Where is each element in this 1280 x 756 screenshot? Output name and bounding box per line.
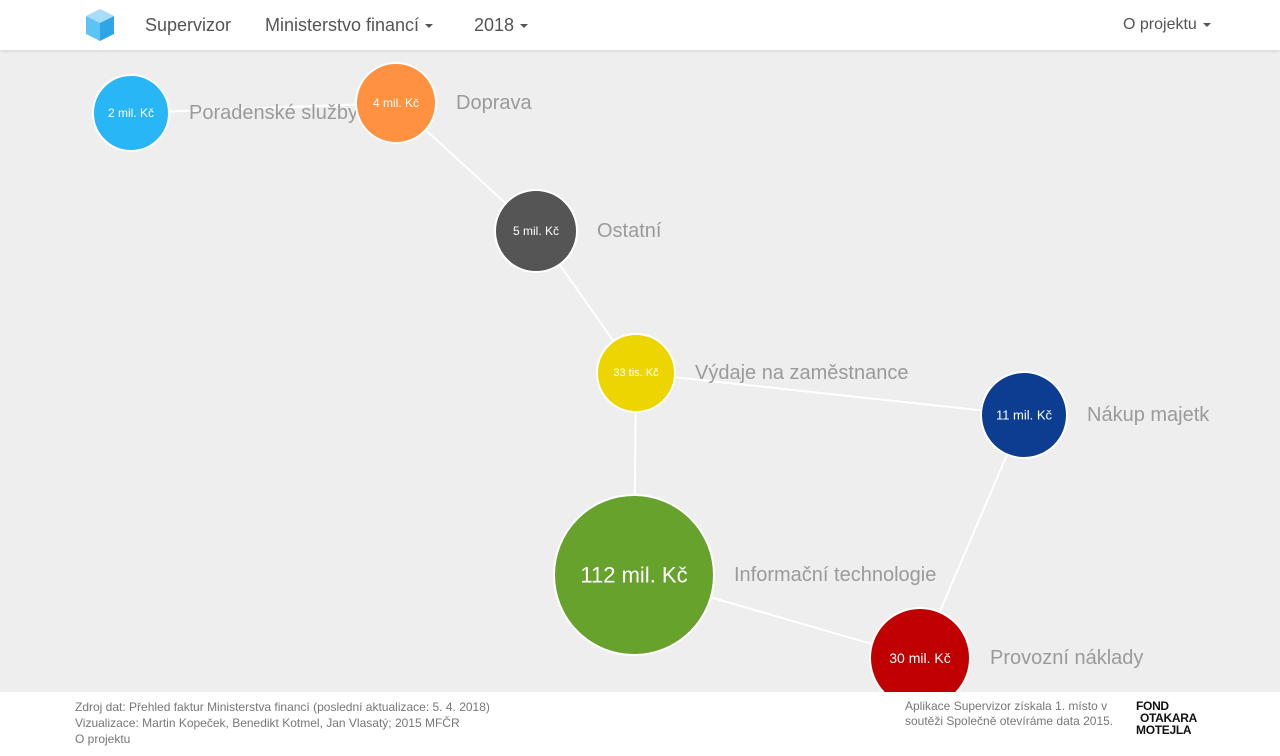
category-amount: 112 mil. Kč <box>580 563 687 588</box>
category-node-provozni[interactable]: 30 mil. Kč Provozní náklady <box>869 607 1143 692</box>
footer-about-link[interactable]: O projektu <box>75 732 131 746</box>
chevron-down-icon <box>1202 22 1211 27</box>
ministry-dropdown[interactable]: Ministerstvo financí <box>265 0 434 50</box>
category-node-nakup[interactable]: 11 mil. Kč Nákup majetk <box>980 371 1210 459</box>
footer-credits: Vizualizace: Martin Kopeček, Benedikt Ko… <box>75 716 460 730</box>
category-name[interactable]: Informační technologie <box>734 564 936 586</box>
category-node-vydaje[interactable]: 33 tis. Kč Výdaje na zaměstnance <box>596 333 908 413</box>
category-name[interactable]: Výdaje na zaměstnance <box>695 362 908 384</box>
fom-logo-line: OTAKARA <box>1140 711 1198 725</box>
about-dropdown-label: O projektu <box>1123 16 1197 33</box>
chevron-down-icon <box>520 24 529 29</box>
category-name[interactable]: Ostatní <box>597 220 662 242</box>
category-bubble[interactable] <box>553 494 715 656</box>
fom-logo-line: MOTEJLA <box>1136 723 1192 737</box>
category-bubble[interactable] <box>596 333 676 413</box>
graph-link <box>130 102 397 114</box>
category-amount: 5 mil. Kč <box>513 224 559 238</box>
category-amount: 2 mil. Kč <box>108 106 154 120</box>
category-name[interactable]: Poradenské služby <box>189 102 358 124</box>
fond-otakara-motejla-logo[interactable]: FOND OTAKARA MOTEJLA <box>1136 700 1197 736</box>
category-bubble[interactable] <box>355 62 437 144</box>
category-node-doprava[interactable]: 4 mil. Kč Doprava <box>355 62 532 144</box>
category-bubble[interactable] <box>869 607 971 692</box>
category-amount: 4 mil. Kč <box>373 96 419 110</box>
ministry-dropdown-label: Ministerstvo financí <box>265 15 420 35</box>
chevron-down-icon <box>425 24 434 29</box>
about-dropdown[interactable]: O projektu <box>1123 0 1211 50</box>
category-node-it[interactable]: 112 mil. Kč Informační technologie <box>553 494 936 656</box>
category-node-ostatni[interactable]: 5 mil. Kč Ostatní <box>494 189 662 273</box>
year-dropdown-label: 2018 <box>474 15 515 35</box>
page-footer: Zdroj dat: Přehled faktur Ministerstva f… <box>0 692 1280 756</box>
category-name[interactable]: Provozní náklady <box>990 647 1143 669</box>
footer-info: Zdroj dat: Přehled faktur Ministerstva f… <box>75 699 490 747</box>
year-dropdown[interactable]: 2018 <box>474 0 529 50</box>
top-navbar: Supervizor Ministerstvo financí 2018 O p… <box>0 0 1280 50</box>
footer-source: Zdroj dat: Přehled faktur Ministerstva f… <box>75 700 490 714</box>
graph-link <box>635 372 1025 416</box>
footer-award-text: Aplikace Supervizor získala 1. místo v s… <box>905 699 1114 728</box>
supervizor-logo-icon[interactable] <box>84 7 116 43</box>
brand-link[interactable]: Supervizor <box>145 15 232 35</box>
category-name[interactable]: Nákup majetk <box>1087 404 1210 426</box>
fom-logo-line: FOND <box>1136 699 1169 713</box>
category-amount: 33 tis. Kč <box>613 367 659 379</box>
category-bubble[interactable] <box>980 371 1068 459</box>
category-bubble[interactable] <box>92 74 170 152</box>
category-node-poradenske[interactable]: 2 mil. Kč Poradenské služby <box>92 74 358 152</box>
category-bubble[interactable] <box>494 189 578 273</box>
category-amount: 11 mil. Kč <box>996 408 1053 423</box>
category-bubble-graph: 2 mil. Kč Poradenské služby 4 mil. Kč Dopra… <box>92 62 1210 692</box>
category-name[interactable]: Doprava <box>456 92 532 114</box>
category-amount: 30 mil. Kč <box>889 650 950 666</box>
